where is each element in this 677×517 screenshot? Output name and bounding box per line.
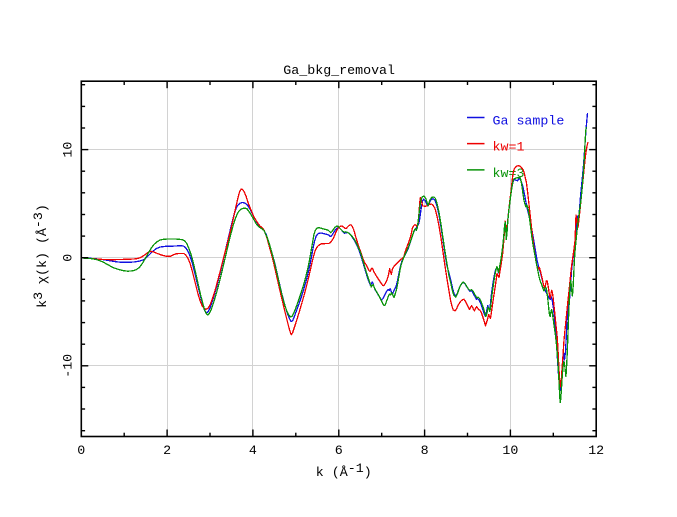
svg-text:2: 2 bbox=[163, 443, 171, 458]
svg-text:12: 12 bbox=[588, 443, 604, 458]
svg-text:Ga sample: Ga sample bbox=[493, 114, 565, 129]
svg-text:10: 10 bbox=[502, 443, 518, 458]
svg-text:4: 4 bbox=[249, 443, 257, 458]
svg-text:k (Å-1): k (Å-1) bbox=[316, 461, 372, 480]
svg-text:-10: -10 bbox=[61, 354, 76, 378]
svg-text:kw=1: kw=1 bbox=[493, 140, 525, 155]
svg-text:6: 6 bbox=[335, 443, 343, 458]
svg-text:kw=3: kw=3 bbox=[493, 166, 525, 181]
svg-text:Ga_bkg_removal: Ga_bkg_removal bbox=[283, 63, 395, 78]
svg-text:k3 χ(k) (Å-3): k3 χ(k) (Å-3) bbox=[31, 204, 50, 308]
svg-text:0: 0 bbox=[77, 443, 85, 458]
svg-text:10: 10 bbox=[61, 142, 76, 158]
svg-text:0: 0 bbox=[61, 254, 76, 262]
svg-text:8: 8 bbox=[421, 443, 429, 458]
